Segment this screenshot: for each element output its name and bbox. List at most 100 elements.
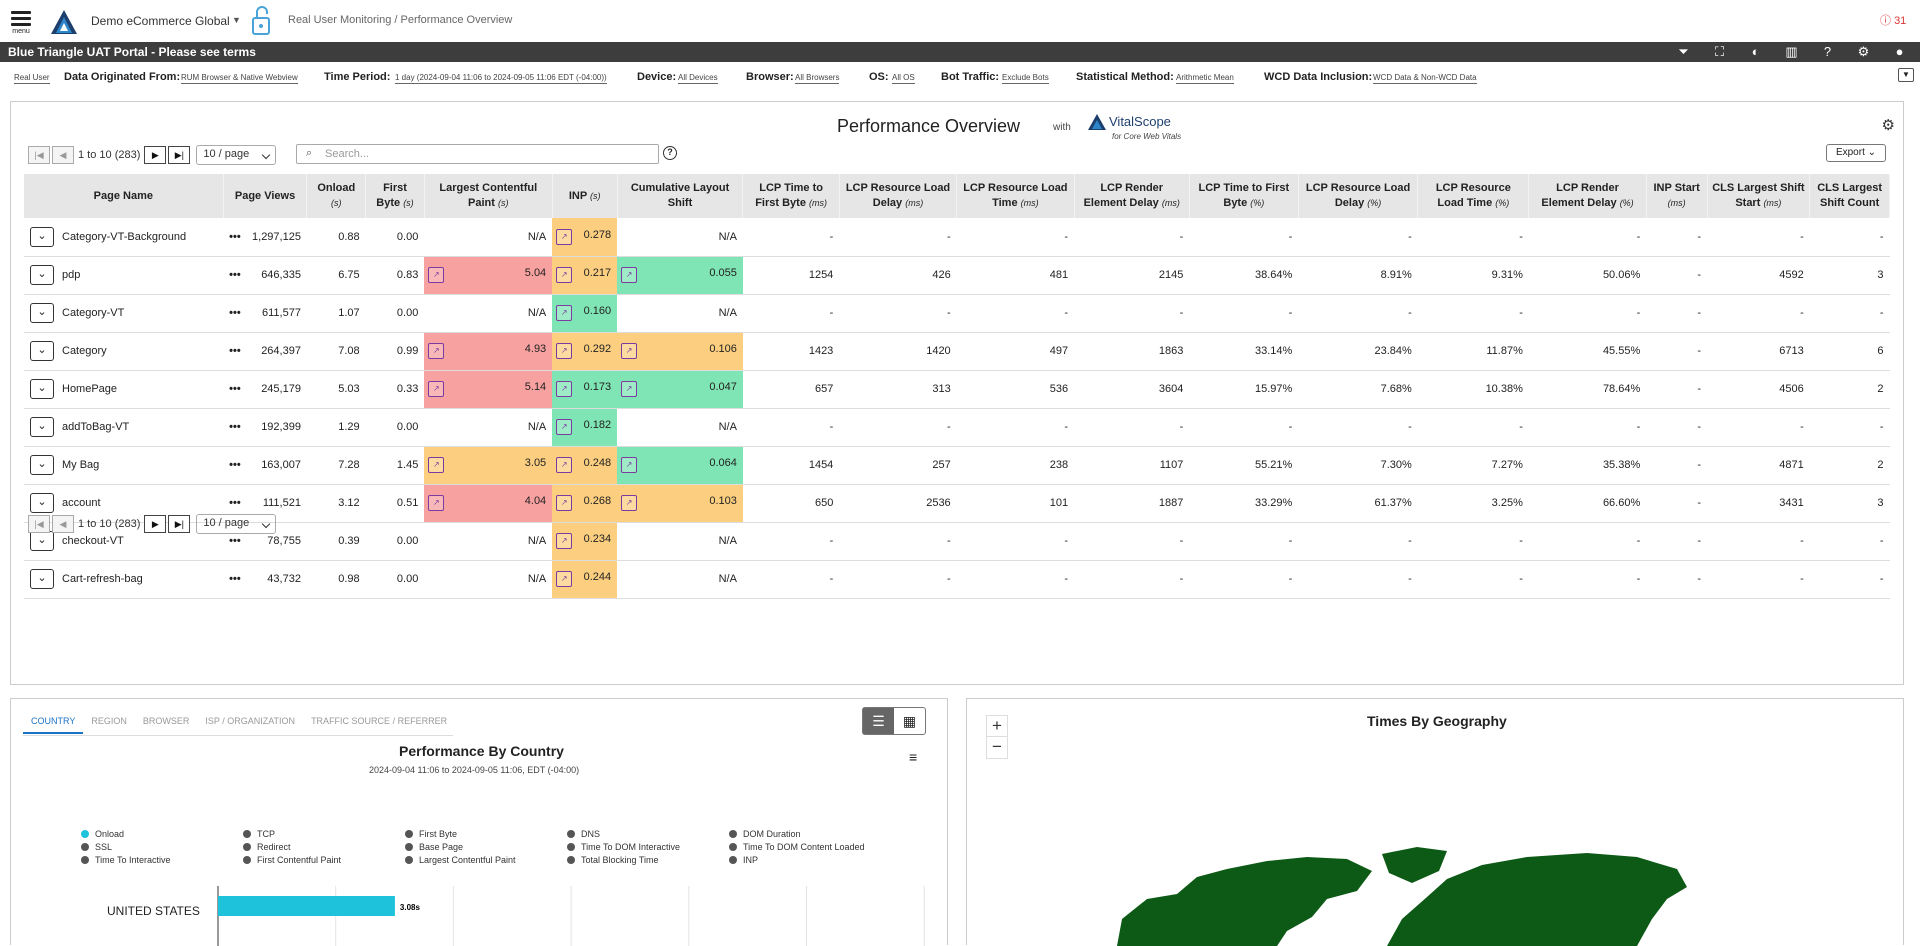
next-page-button[interactable]: ▶ [144,146,167,164]
tab-browser[interactable]: BROWSER [142,716,190,726]
trend-chart-icon[interactable]: ↗ [556,419,573,435]
trend-chart-icon[interactable]: ↗ [556,457,573,473]
row-actions-icon[interactable]: ••• [229,307,241,319]
trend-chart-icon[interactable]: ↗ [556,495,573,511]
period-dropdown[interactable]: 1 day (2024-09-04 11:06 to 2024-09-05 11… [395,73,607,84]
expand-row-button[interactable]: ⌄ [30,531,54,551]
trend-chart-icon[interactable]: ↗ [428,457,445,473]
expand-row-button[interactable]: ⌄ [30,379,54,399]
mode-selector[interactable]: Real User [14,73,50,84]
device-dropdown[interactable]: All Devices [678,73,718,84]
column-header[interactable]: LCP Resource Load Delay (%) [1298,174,1419,218]
prev-page-button[interactable]: ◀ [52,146,74,164]
org-selector[interactable]: Demo eCommerce Global [91,14,230,28]
expand-row-button[interactable]: ⌄ [30,226,54,247]
table-row[interactable]: ⌄ account ••• 111,521 3.12 0.51 ↗ 4.04 ↗ 0.268 ↗ 0.… [24,484,1890,523]
alert-badge[interactable]: ⓘ 31 [1880,12,1906,28]
chart-menu-icon[interactable]: ≡ [909,749,918,765]
expand-row-button[interactable]: ⌄ [30,341,54,361]
column-header[interactable]: LCP Time to First Byte (%) [1189,174,1299,218]
column-header[interactable]: Page Name [24,174,224,218]
trend-chart-icon[interactable]: ↗ [428,267,445,283]
unlock-icon[interactable] [250,5,272,37]
expand-row-button[interactable]: ⌄ [30,417,54,437]
trend-chart-icon[interactable]: ↗ [621,381,638,397]
legend-item[interactable]: Time To DOM Interactive [567,842,729,852]
column-header[interactable]: Cumulative Layout Shift [617,174,744,218]
expand-row-button[interactable]: ⌄ [30,265,54,285]
column-header[interactable]: INP Start (ms) [1646,174,1708,218]
column-header[interactable]: LCP Resource Load Time (%) [1417,174,1530,218]
export-button[interactable]: Export ⌄ [1826,144,1886,162]
zoom-out-button[interactable]: − [992,737,1002,756]
bar-view-icon[interactable]: ☰ [863,708,894,734]
help-icon[interactable]: ? [1823,44,1832,59]
tab-country[interactable]: COUNTRY [23,716,84,734]
trend-chart-icon[interactable]: ↗ [428,495,445,511]
trend-chart-icon[interactable]: ↗ [621,343,638,359]
legend-item[interactable]: Onload [81,829,243,839]
bot-dropdown[interactable]: Exclude Bots [1002,73,1049,84]
table-row[interactable]: ⌄ Category ••• 264,397 7.08 0.99 ↗ 4.93 ↗ 0.292 ↗ 0… [24,332,1890,371]
tab-isp-organization[interactable]: ISP / ORGANIZATION [205,716,296,726]
menu-button[interactable]: menu [10,8,32,35]
filter-icon[interactable]: ⏷ [1678,44,1689,59]
row-actions-icon[interactable]: ••• [229,345,241,357]
column-header[interactable]: LCP Render Element Delay (%) [1528,174,1647,218]
last-page-button[interactable]: ▶| [168,146,191,164]
legend-item[interactable]: First Contentful Paint [243,855,405,865]
row-actions-icon[interactable]: ••• [229,230,241,243]
page-name[interactable]: account [62,497,101,509]
row-actions-icon[interactable]: ••• [229,383,241,395]
table-row[interactable]: ⌄ Category-VT ••• 611,577 1.07 0.00 N/A ↗ 0.160 N… [24,294,1890,333]
legend-item[interactable]: INP [729,855,891,865]
trend-chart-icon[interactable]: ↗ [556,267,573,283]
zoom-in-button[interactable]: + [987,716,1007,737]
table-row[interactable]: ⌄ Category-VT-Background ••• 1,297,125 0.88 0… [24,218,1890,257]
table-row[interactable]: ⌄ pdp ••• 646,335 6.75 0.83 ↗ 5.04 ↗ 0.217 ↗ 0.055 1… [24,256,1890,295]
table-row[interactable]: ⌄ HomePage ••• 245,179 5.03 0.33 ↗ 5.14 ↗ 0.173 ↗ 0… [24,370,1890,409]
legend-item[interactable]: First Byte [405,829,567,839]
table-view-icon[interactable]: ▦ [902,713,917,729]
page-name[interactable]: Category [62,345,107,357]
trend-chart-icon[interactable]: ↗ [428,381,445,397]
column-header[interactable]: INP (s) [552,174,618,218]
column-header[interactable]: LCP Resource Load Delay (ms) [839,174,958,218]
prev-page-button[interactable]: ◀ [52,515,74,533]
legend-item[interactable]: Time To DOM Content Loaded [729,842,891,852]
table-row[interactable]: ⌄ addToBag-VT ••• 192,399 1.29 0.00 N/A ↗ 0.182 N… [24,408,1890,447]
page-name[interactable]: Cart-refresh-bag [62,573,143,585]
expand-row-button[interactable]: ⌄ [30,303,54,323]
page-name[interactable]: HomePage [62,383,118,395]
column-header[interactable]: CLS Largest Shift Start (ms) [1707,174,1811,218]
help-icon[interactable]: ? [663,146,677,160]
column-header[interactable]: Largest Contentful Paint (s) [424,174,553,218]
trend-chart-icon[interactable]: ↗ [556,305,573,321]
first-page-button[interactable]: |◀ [28,515,50,533]
page-name[interactable]: Category-VT [62,307,125,319]
row-actions-icon[interactable]: ••• [229,497,241,509]
panel-settings-icon[interactable]: ⚙ [1881,117,1895,134]
table-row[interactable]: ⌄ checkout-VT ••• 78,755 0.39 0.00 N/A ↗ 0.234 N/… [24,522,1890,561]
page-name[interactable]: checkout-VT [62,535,124,547]
trend-chart-icon[interactable]: ↗ [621,457,638,473]
table-row[interactable]: ⌄ My Bag ••• 163,007 7.28 1.45 ↗ 3.05 ↗ 0.248 ↗ 0.0… [24,446,1890,485]
legend-item[interactable]: DOM Duration [729,829,891,839]
row-actions-icon[interactable]: ••• [229,535,241,547]
trend-chart-icon[interactable]: ↗ [556,228,573,245]
tab-traffic-source-referrer[interactable]: TRAFFIC SOURCE / REFERRER [311,716,448,726]
legend-item[interactable]: TCP [243,829,405,839]
expand-row-button[interactable]: ⌄ [30,569,54,589]
contrast-icon[interactable]: ◐ [1751,44,1760,59]
browser-dropdown[interactable]: All Browsers [795,73,840,84]
row-actions-icon[interactable]: ••• [229,269,241,281]
legend-item[interactable]: DNS [567,829,729,839]
column-header[interactable]: LCP Render Element Delay (ms) [1074,174,1190,218]
column-header[interactable]: First Byte (s) [365,174,425,218]
page-name[interactable]: Category-VT-Background [62,230,187,243]
trend-chart-icon[interactable]: ↗ [556,343,573,359]
legend-item[interactable]: Time To Interactive [81,855,243,865]
chevron-down-icon[interactable]: ▼ [1898,68,1914,82]
next-page-button[interactable]: ▶ [144,515,167,533]
row-actions-icon[interactable]: ••• [229,421,241,433]
